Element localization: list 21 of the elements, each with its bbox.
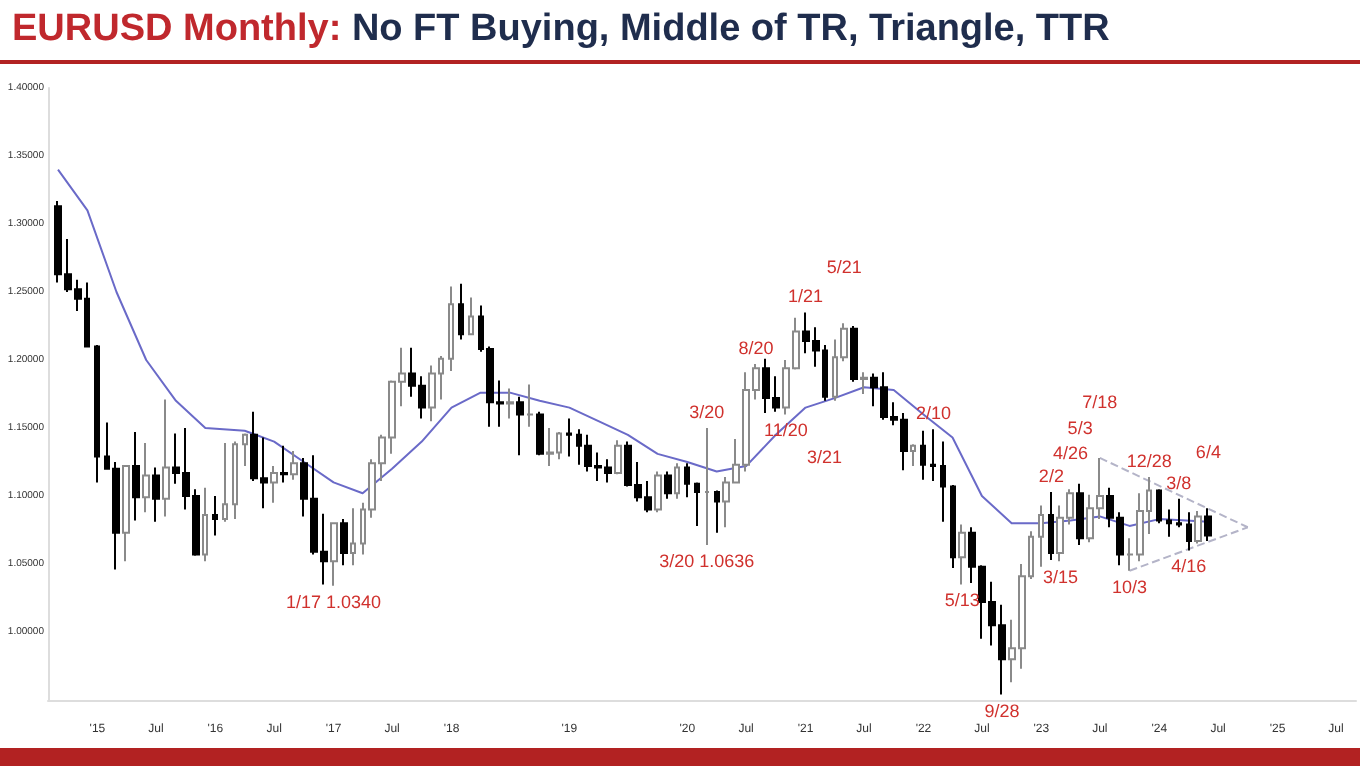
annotation: 7/18 (1082, 391, 1118, 412)
annotation: 12/28 (1126, 450, 1172, 471)
annotation: 3/8 (1166, 472, 1192, 493)
chart-subtitle: No FT Buying, Middle of TR, Triangle, TTR (351, 8, 1110, 50)
annotation: 2/2 (1038, 465, 1064, 486)
annotation: 5/3 (1067, 417, 1093, 438)
annotation: 6/4 (1195, 442, 1221, 463)
annotation: 9/28 (984, 700, 1020, 721)
annotation: 3/21 (807, 446, 843, 467)
annotation: 3/20 (689, 402, 725, 422)
annotation: 4/26 (1052, 443, 1088, 464)
annotation: 8/20 (738, 338, 774, 359)
annotation: 1/17 1.0340 (286, 591, 382, 612)
annotation: 10/3 (1112, 576, 1148, 597)
annotation: 5/13 (944, 590, 980, 611)
annotation: 4/16 (1171, 556, 1207, 577)
chart-title: EURUSD Monthly: (12, 8, 342, 50)
annotation: 3/15 (1042, 567, 1078, 588)
annotation: 5/21 (826, 257, 862, 278)
annotation: 1/21 (788, 286, 824, 307)
annotation: 3/20 1.0636 (659, 550, 755, 571)
